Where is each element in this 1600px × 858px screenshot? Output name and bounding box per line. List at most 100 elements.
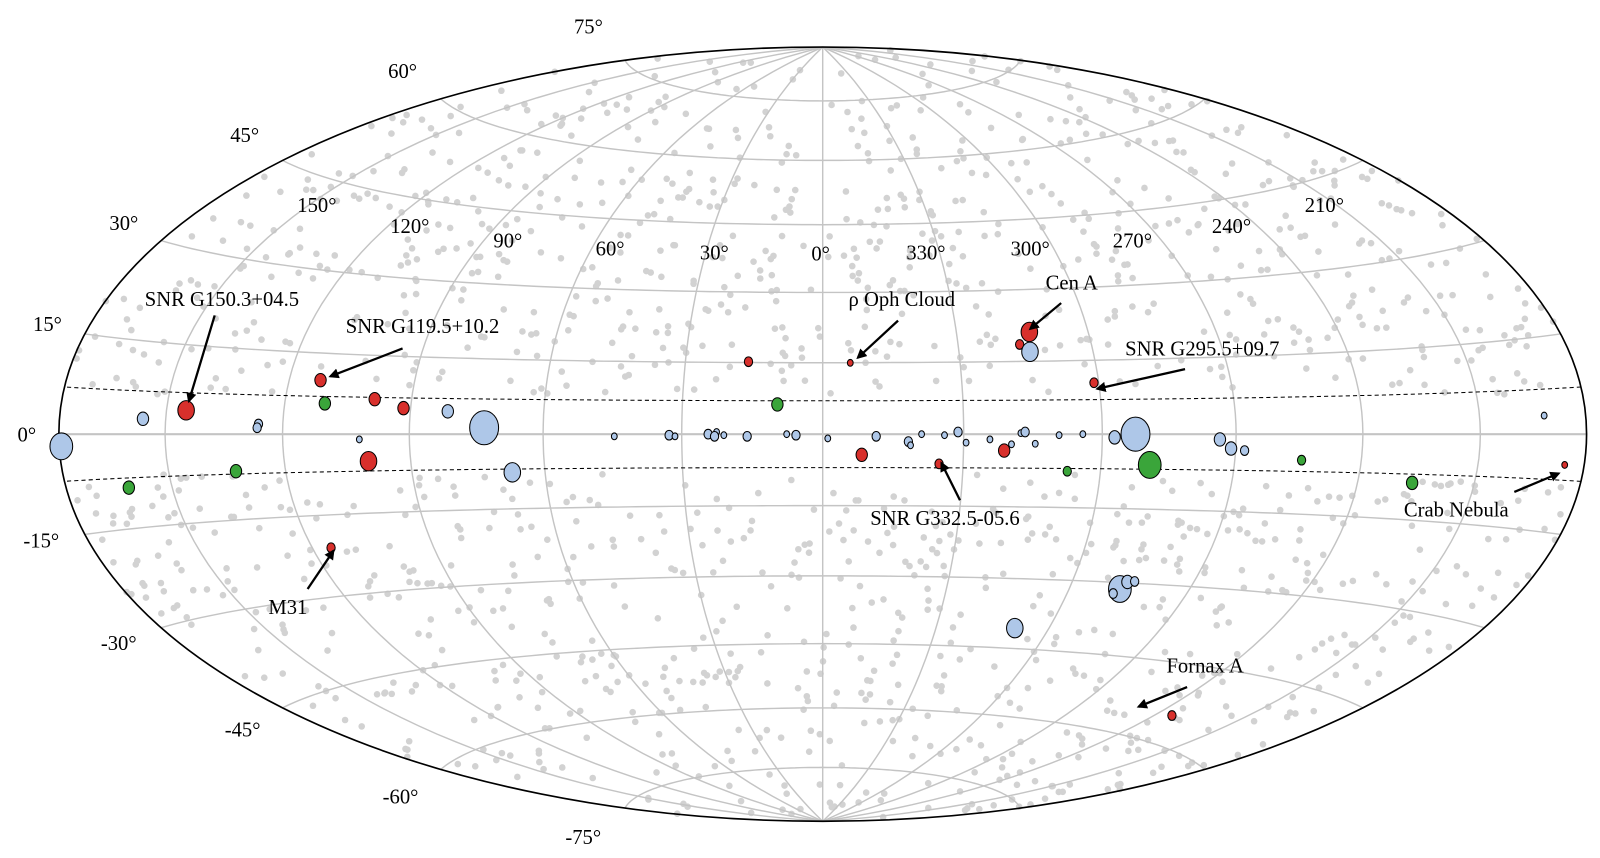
background-point	[286, 506, 294, 514]
annotation-label: SNR G332.5-05.6	[870, 508, 1020, 530]
background-point	[502, 221, 510, 229]
background-point	[1148, 668, 1155, 676]
background-point	[309, 186, 317, 194]
background-point	[397, 262, 405, 269]
background-point	[1125, 519, 1133, 526]
background-point	[1176, 555, 1184, 563]
background-point	[716, 668, 724, 675]
background-point	[589, 774, 597, 782]
background-point	[803, 668, 811, 675]
background-point	[1520, 378, 1528, 385]
background-point	[1513, 324, 1520, 332]
background-point	[910, 292, 917, 299]
background-point	[540, 765, 547, 773]
background-point	[470, 619, 478, 626]
annotation-label: SNR G295.5+09.7	[1125, 339, 1279, 361]
background-point	[232, 346, 239, 353]
background-point	[668, 750, 676, 757]
red-source-marker	[1089, 377, 1099, 389]
background-point	[999, 755, 1007, 763]
background-point	[403, 111, 410, 119]
background-point	[415, 481, 423, 489]
background-point	[341, 716, 349, 724]
background-point	[1031, 777, 1039, 785]
background-point	[404, 259, 412, 266]
background-point	[446, 224, 454, 232]
background-point	[198, 473, 206, 480]
background-point	[626, 512, 634, 520]
background-point	[308, 151, 316, 158]
blue-source-marker	[791, 429, 801, 441]
background-point	[783, 790, 790, 797]
background-point	[1489, 375, 1496, 383]
background-point	[402, 309, 409, 317]
background-point	[876, 383, 883, 390]
background-point	[1406, 613, 1414, 621]
background-point	[588, 637, 596, 645]
background-point	[509, 495, 516, 503]
background-point	[353, 313, 361, 321]
background-point	[1419, 587, 1426, 595]
background-point	[1197, 594, 1205, 602]
background-point	[268, 273, 275, 281]
latitude-tick-label: -60°	[383, 787, 419, 809]
background-point	[373, 375, 380, 383]
background-point	[513, 677, 520, 684]
background-point	[1056, 342, 1064, 349]
background-point	[735, 726, 742, 734]
background-point	[1439, 221, 1446, 229]
background-point	[1128, 484, 1136, 491]
background-point	[536, 758, 543, 766]
parallel-line	[84, 333, 1561, 364]
background-point	[1222, 703, 1230, 710]
background-point	[855, 497, 862, 504]
background-point	[937, 232, 945, 240]
background-point	[1332, 671, 1340, 679]
background-point	[447, 112, 454, 120]
background-point	[883, 353, 891, 360]
background-point	[781, 782, 788, 789]
background-point	[358, 723, 366, 730]
background-point	[1310, 167, 1317, 175]
background-point	[252, 608, 260, 616]
background-point	[304, 176, 312, 183]
background-point	[884, 205, 892, 213]
background-point	[1117, 780, 1124, 788]
background-point	[906, 264, 914, 271]
background-point	[952, 197, 959, 205]
background-point	[1124, 140, 1132, 148]
background-point	[1557, 510, 1564, 518]
background-point	[546, 480, 554, 488]
background-point	[996, 721, 1004, 729]
background-point	[887, 104, 895, 112]
background-point	[617, 363, 625, 370]
background-point	[1441, 389, 1448, 396]
background-point	[231, 586, 238, 594]
background-point	[983, 154, 991, 161]
background-point	[188, 345, 195, 353]
background-point	[1084, 156, 1091, 164]
red-source-marker	[997, 443, 1011, 458]
background-point	[350, 502, 357, 510]
background-point	[516, 693, 523, 701]
background-point	[245, 504, 253, 511]
background-point	[949, 624, 957, 631]
background-point	[1055, 751, 1063, 759]
background-point	[1368, 167, 1376, 175]
background-point	[597, 650, 605, 658]
red-source-marker	[1015, 339, 1025, 350]
background-point	[968, 169, 976, 177]
background-point	[1036, 591, 1044, 599]
background-point	[1228, 160, 1236, 167]
background-point	[653, 769, 660, 776]
background-point	[443, 321, 451, 329]
background-point	[1165, 137, 1173, 145]
background-point	[173, 560, 181, 567]
background-point	[820, 644, 827, 651]
background-point	[1023, 159, 1030, 166]
background-point	[1419, 346, 1426, 354]
background-point	[598, 199, 606, 207]
background-point	[429, 149, 436, 156]
background-point	[477, 333, 485, 340]
background-point	[610, 582, 618, 589]
